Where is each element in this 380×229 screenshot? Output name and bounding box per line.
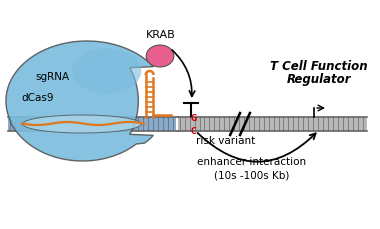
Text: dCas9: dCas9 — [21, 93, 54, 103]
Text: sgRNA: sgRNA — [35, 72, 70, 82]
Text: G: G — [190, 114, 197, 123]
Text: enhancer interaction: enhancer interaction — [197, 156, 306, 166]
Text: (10s -100s Kb): (10s -100s Kb) — [214, 169, 290, 179]
Ellipse shape — [146, 46, 174, 68]
Bar — [8, 117, 176, 131]
Polygon shape — [6, 42, 154, 161]
Bar — [178, 117, 367, 131]
Text: C: C — [191, 126, 196, 135]
Text: KRAB: KRAB — [146, 30, 176, 40]
Text: risk variant: risk variant — [196, 135, 255, 145]
Ellipse shape — [72, 49, 141, 94]
Text: T Cell Function: T Cell Function — [270, 60, 368, 73]
Ellipse shape — [23, 115, 141, 134]
Text: Regulator: Regulator — [287, 73, 351, 86]
